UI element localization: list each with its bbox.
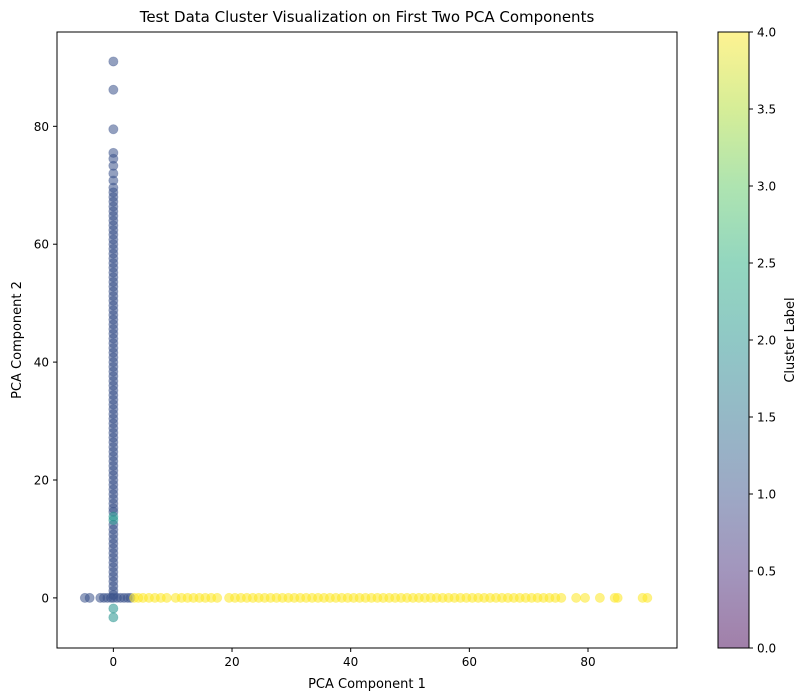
points-layer [79, 56, 653, 623]
data-point [84, 592, 95, 603]
y-tick-label: 20 [34, 474, 49, 488]
y-tick-label: 40 [34, 356, 49, 370]
x-tick-label: 40 [343, 655, 358, 669]
x-tick-label: 20 [224, 655, 239, 669]
colorbar-tick-label: 2.0 [757, 334, 776, 348]
data-point [642, 592, 653, 603]
colorbar-tick-label: 1.5 [757, 411, 776, 425]
x-tick-label: 80 [580, 655, 595, 669]
y-tick-label: 80 [34, 120, 49, 134]
y-axis: 0 20 40 60 80 [34, 120, 57, 605]
x-tick-label: 60 [462, 655, 477, 669]
colorbar-tick-label: 2.5 [757, 257, 776, 271]
y-axis-label: PCA Component 2 [10, 281, 25, 399]
x-axis: 0 20 40 60 80 [110, 648, 596, 669]
colorbar-label: Cluster Label [783, 297, 798, 382]
data-point [108, 515, 119, 526]
data-point [108, 612, 119, 623]
data-point [212, 592, 223, 603]
colorbar-tick-label: 0.0 [757, 642, 776, 656]
colorbar-tick-label: 1.0 [757, 488, 776, 502]
data-point [594, 592, 605, 603]
data-point [108, 124, 119, 135]
colorbar-tick-label: 0.5 [757, 565, 776, 579]
y-tick-label: 0 [41, 591, 49, 605]
data-point [556, 592, 567, 603]
colorbar-tick-label: 3.0 [757, 180, 776, 194]
y-tick-label: 60 [34, 238, 49, 252]
data-point [108, 56, 119, 67]
chart-title: Test Data Cluster Visualization on First… [139, 8, 595, 26]
data-point [580, 592, 591, 603]
data-point [571, 592, 582, 603]
x-tick-label: 0 [110, 655, 118, 669]
colorbar-gradient [718, 32, 749, 648]
colorbar-tick-label: 4.0 [757, 26, 776, 40]
data-point [161, 592, 172, 603]
data-point [108, 603, 119, 614]
colorbar: 0.0 0.5 1.0 1.5 2.0 2.5 3.0 3.5 4.0 Cluster Labe… [717, 26, 798, 656]
colorbar-tick-label: 3.5 [757, 103, 776, 117]
data-point [612, 592, 623, 603]
data-point [108, 84, 119, 95]
x-axis-label: PCA Component 1 [308, 677, 426, 692]
colorbar-ticks: 0.0 0.5 1.0 1.5 2.0 2.5 3.0 3.5 4.0 [749, 26, 776, 656]
plot-frame [56, 31, 678, 649]
